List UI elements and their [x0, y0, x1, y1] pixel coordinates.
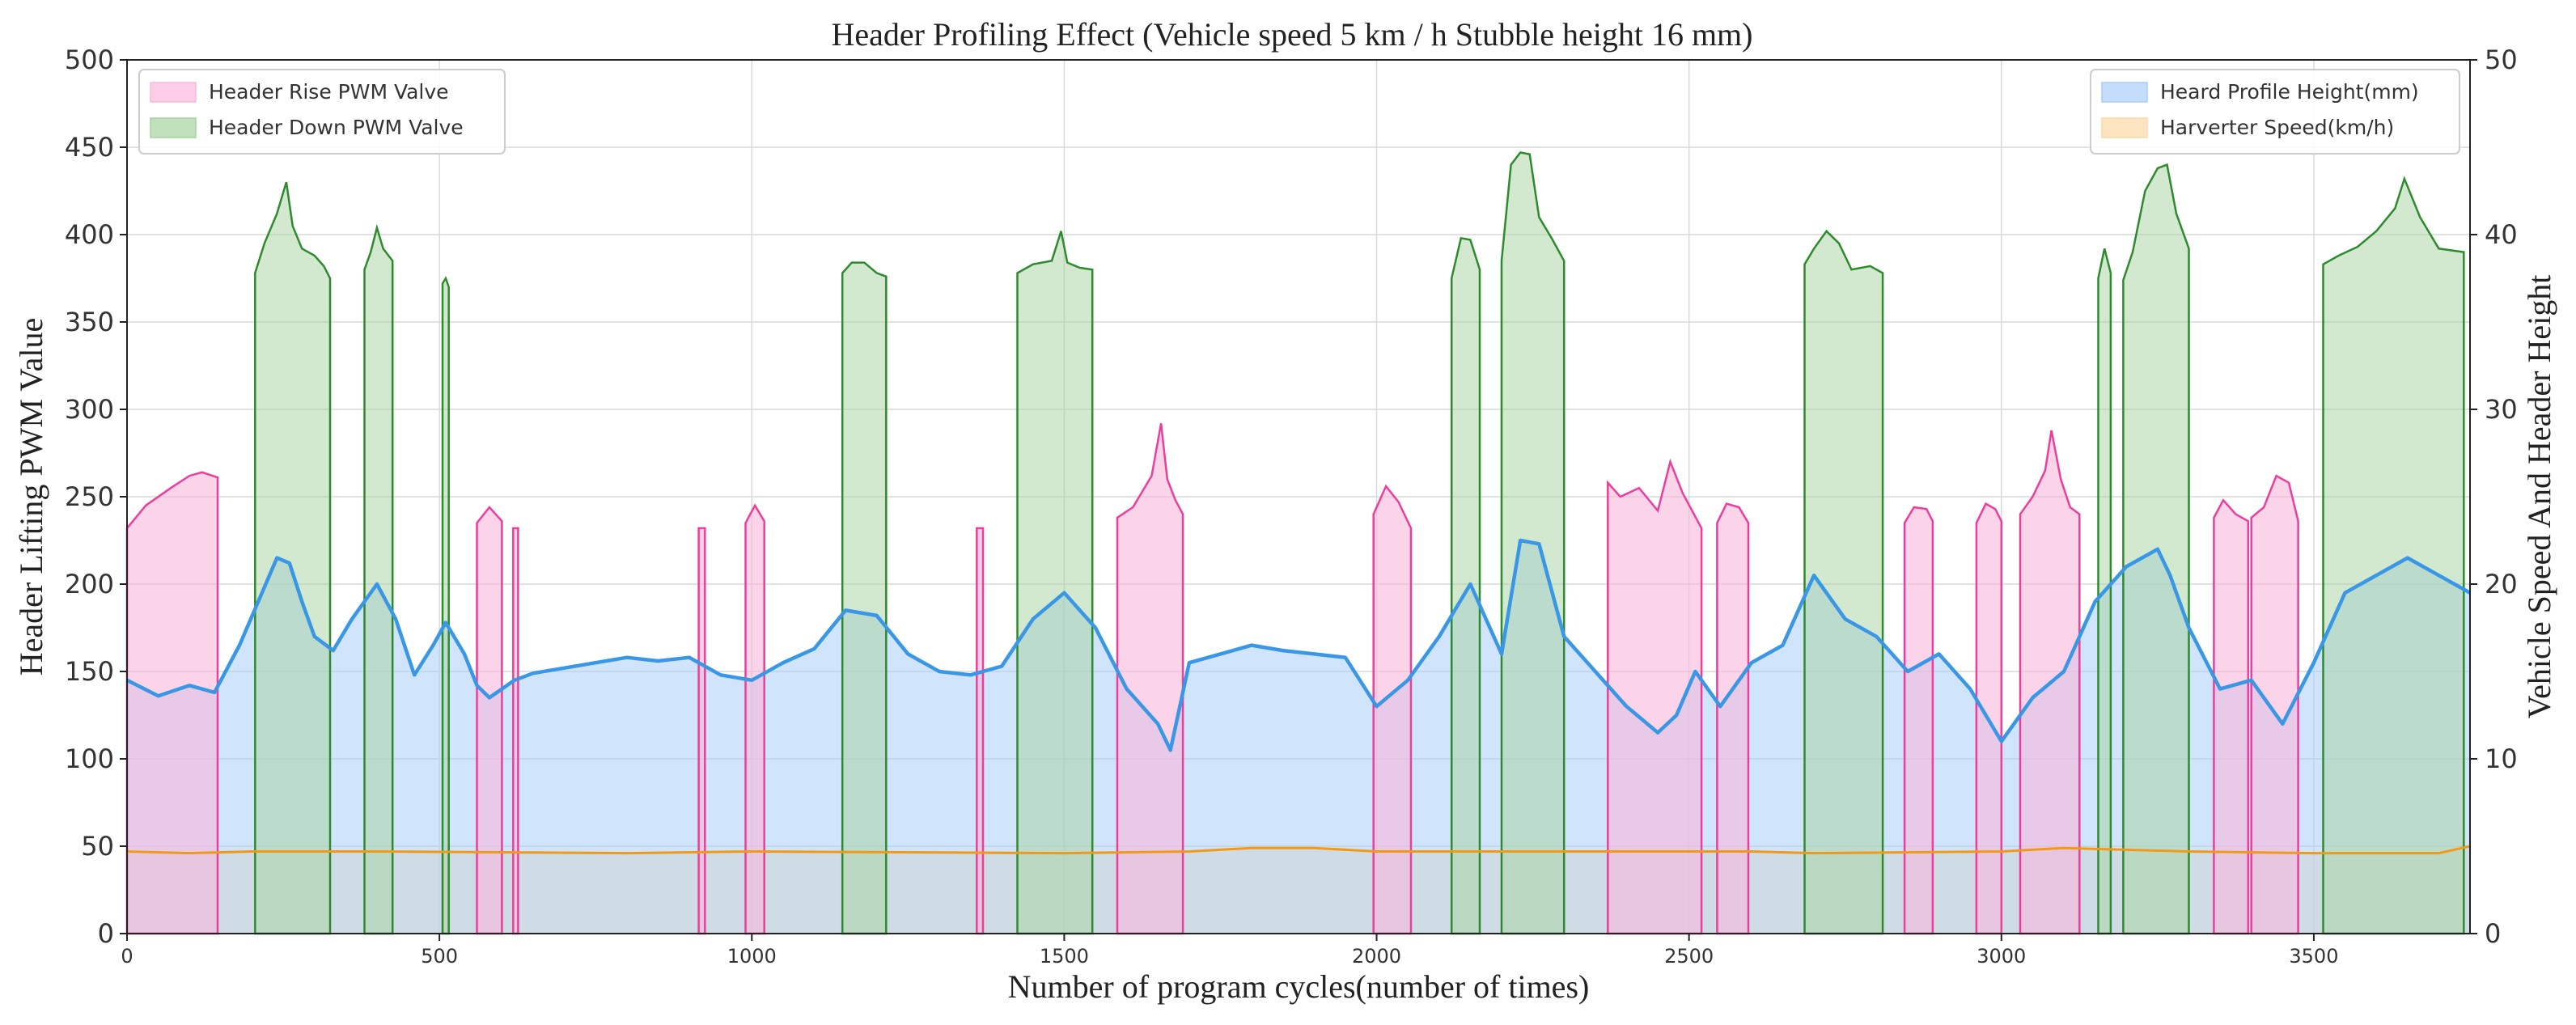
y-left-tick-label: 150 — [65, 656, 114, 687]
y-left-tick-label: 450 — [65, 132, 114, 163]
y-left-tick-label: 400 — [65, 219, 114, 250]
x-tick-label: 500 — [421, 945, 458, 968]
down-pwm-area — [2322, 176, 2465, 935]
rise-pwm-area — [125, 471, 219, 935]
rise-pwm-area — [744, 503, 765, 935]
y-left-tick-label: 0 — [98, 918, 114, 949]
x-tick-label: 3000 — [1976, 945, 2026, 968]
y-right-tick-label: 0 — [2485, 918, 2501, 949]
legend-right-frame — [2090, 69, 2460, 155]
legend-label-down: Header Down PWM Valve — [209, 116, 464, 139]
height-line — [125, 538, 2472, 752]
y-right-tick-label: 40 — [2485, 219, 2518, 250]
y-axis-right: 0 10 20 30 40 50 — [2470, 44, 2518, 949]
x-tick-label: 3500 — [2289, 945, 2338, 968]
legend-label-speed: Harverter Speed(km/h) — [2160, 116, 2394, 139]
height-area — [127, 540, 2470, 934]
down-pwm-area — [441, 276, 450, 935]
rise-pwm-area — [476, 506, 503, 935]
y-axis-right-label: Vehicle Speed And Header Height — [2521, 275, 2557, 719]
rise-pwm-area — [1116, 423, 1184, 935]
y-right-tick-label: 20 — [2485, 569, 2518, 599]
legend-swatch-height — [2101, 82, 2148, 103]
y-axis-left-label: Header Lifting PWM Value — [13, 318, 49, 676]
down-pwm-area — [1803, 229, 1884, 935]
rise-pwm-area — [1903, 506, 1934, 935]
down-pwm-area — [254, 181, 332, 935]
y-right-tick-label: 10 — [2485, 743, 2518, 774]
down-pwm-area — [1016, 231, 1094, 935]
legend-swatch-rise — [150, 82, 197, 103]
plot-area — [125, 151, 2472, 935]
rise-pwm-area — [1607, 458, 1703, 935]
down-pwm-area — [363, 223, 394, 935]
y-right-tick-label: 30 — [2485, 394, 2518, 425]
y-left-tick-label: 300 — [65, 394, 114, 425]
x-tick-label: 0 — [121, 945, 133, 968]
legend-left-frame — [138, 69, 506, 155]
x-tick-label: 2500 — [1664, 945, 1714, 968]
y-left-tick-label: 350 — [65, 307, 114, 337]
x-tick-label: 1500 — [1040, 945, 1089, 968]
legend-right: Heard Profile Height(mm) Harverter Speed… — [2090, 69, 2460, 155]
legend-swatch-speed — [2101, 117, 2148, 138]
y-axis-left: 0 50 100 150 200 250 300 350 400 450 500 — [65, 44, 127, 949]
rise-pwm-area — [697, 527, 706, 935]
chart-title: Header Profiling Effect (Vehicle speed 5… — [832, 16, 1753, 53]
rise-pwm-area — [976, 527, 985, 935]
rise-pwm-area — [1372, 484, 1413, 935]
legend-label-height: Heard Profile Height(mm) — [2160, 80, 2419, 104]
legend-swatch-down — [150, 117, 197, 138]
y-left-tick-label: 50 — [81, 831, 114, 862]
x-axis: 0 500 1000 1500 2000 2500 3000 3500 — [121, 934, 2338, 968]
rise-pwm-area — [512, 527, 519, 935]
speed-line — [126, 845, 2471, 855]
y-left-tick-label: 200 — [65, 569, 114, 599]
down-pwm-area — [841, 261, 888, 935]
x-tick-label: 1000 — [727, 945, 777, 968]
legend-left: Header Rise PWM Valve Header Down PWM Va… — [138, 69, 506, 155]
x-axis-label: Number of program cycles(number of times… — [1008, 968, 1590, 1005]
x-tick-label: 2000 — [1352, 945, 1401, 968]
rise-pwm-area — [2250, 474, 2299, 935]
y-right-tick-label: 50 — [2485, 44, 2518, 75]
down-pwm-area — [1450, 236, 1481, 935]
rise-pwm-area — [2213, 498, 2250, 935]
y-left-tick-label: 500 — [65, 44, 114, 75]
legend-label-rise: Header Rise PWM Valve — [209, 80, 449, 104]
rise-pwm-area — [1716, 502, 1750, 935]
y-left-tick-label: 100 — [65, 743, 114, 774]
y-left-tick-label: 250 — [65, 481, 114, 512]
